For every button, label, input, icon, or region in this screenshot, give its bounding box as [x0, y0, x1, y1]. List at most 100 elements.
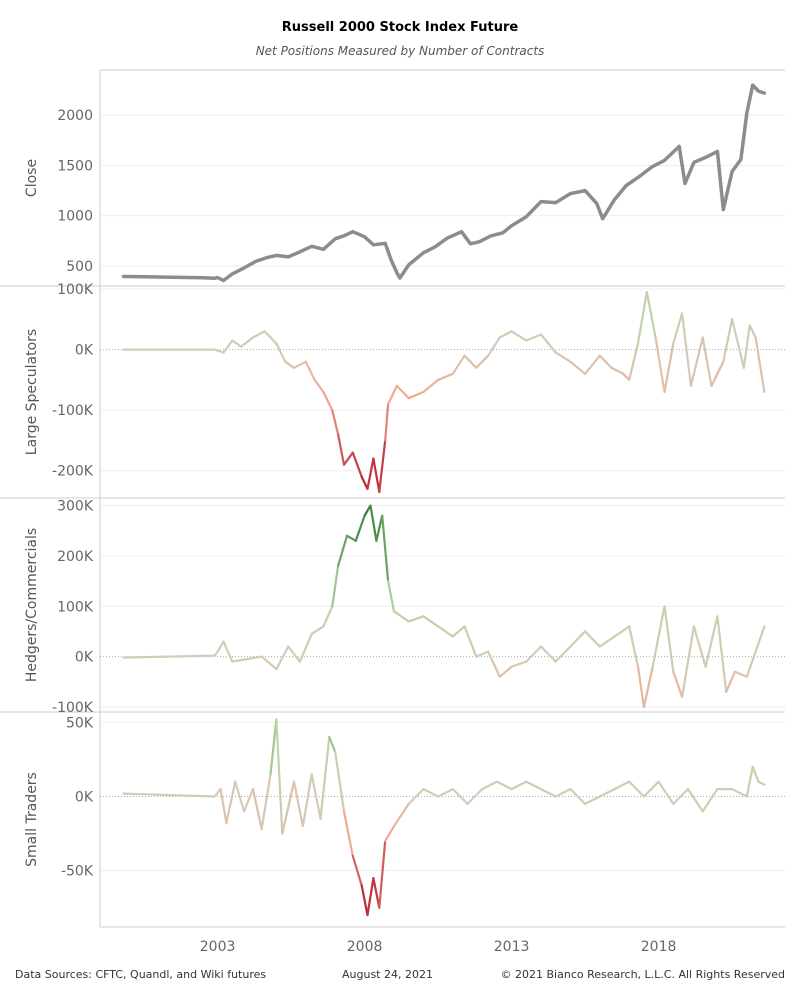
series-segment: [654, 336, 666, 394]
series-segment: [313, 378, 325, 394]
series-segment: [539, 333, 557, 354]
series-segment: [292, 780, 304, 828]
series-segment: [680, 625, 696, 699]
series-segment: [692, 625, 707, 668]
series-segment: [569, 630, 587, 648]
series-segment: [628, 342, 640, 381]
series-segment: [122, 792, 216, 798]
series-segment: [613, 780, 631, 791]
series-segment: [216, 640, 225, 653]
series-segment: [689, 336, 704, 387]
series-segment: [375, 514, 384, 542]
series-segment: [583, 795, 601, 806]
series-segment: [213, 348, 225, 354]
series-segment: [663, 342, 675, 394]
series-segment: [363, 504, 372, 517]
series-segment: [487, 650, 501, 678]
series-segment: [275, 645, 290, 671]
y-tick-label: 0K: [75, 343, 94, 359]
close-price-line: [121, 83, 767, 283]
series-segment: [310, 625, 325, 636]
series-segment: [487, 336, 501, 357]
series-segment: [360, 475, 369, 490]
series-segment: [298, 632, 313, 663]
series-segment: [622, 372, 631, 381]
y-tick-label: 50K: [66, 715, 94, 731]
series-segment: [378, 839, 387, 909]
series-segment: [392, 610, 410, 623]
series-segment: [466, 787, 484, 806]
series-segment: [754, 336, 766, 394]
series-segment: [757, 780, 766, 786]
series-segment: [122, 654, 216, 659]
series-segment: [263, 330, 278, 345]
series-segment: [269, 718, 278, 776]
y-tick-label: 1000: [57, 209, 93, 225]
series-segment: [437, 787, 454, 798]
series-segment: [598, 354, 613, 369]
series-segment: [569, 360, 587, 375]
series-segment: [498, 330, 513, 339]
series-segment: [554, 645, 572, 663]
series-segment: [422, 378, 440, 394]
x-tick-label: 2018: [641, 939, 677, 955]
series-segment: [331, 564, 340, 608]
series-segment: [292, 360, 307, 369]
series-segment: [387, 579, 396, 613]
series-segment: [475, 650, 490, 658]
series-segment: [672, 670, 684, 699]
footer-sources: Data Sources: CFTC, Quandl, and Wiki fut…: [15, 968, 267, 981]
series-segment: [231, 657, 249, 663]
series-segment: [525, 645, 543, 663]
series-segment: [222, 339, 234, 354]
chart-title: Russell 2000 Stock Index Future: [281, 20, 519, 35]
series-segment: [730, 787, 748, 798]
chart-subtitle: Net Positions Measured by Number of Cont…: [255, 44, 545, 58]
series-segment: [384, 825, 396, 843]
y-axis-label: Hedgers/Commercials: [24, 528, 40, 682]
x-tick-label: 2008: [347, 939, 383, 955]
y-tick-label: 100K: [57, 599, 94, 615]
series-segment: [219, 787, 228, 825]
y-tick-label: 2000: [57, 108, 93, 124]
series-segment: [745, 765, 754, 798]
series-segment: [598, 635, 616, 648]
series-segment: [407, 615, 425, 623]
series-segment: [754, 625, 766, 653]
series-segment: [366, 876, 375, 917]
series-segment: [716, 615, 728, 694]
series-segment: [710, 360, 725, 387]
series-segment: [213, 787, 222, 798]
series-segment: [392, 802, 410, 828]
series-segment: [337, 534, 349, 568]
series-segment: [437, 372, 454, 381]
series-segment: [275, 718, 284, 835]
series-segment: [337, 433, 346, 466]
series-segment: [730, 318, 745, 369]
series-segment: [381, 514, 390, 583]
footer-date: August 24, 2021: [342, 968, 433, 981]
series-segment: [645, 291, 657, 339]
series-segment: [245, 655, 263, 661]
series-segment: [322, 390, 334, 412]
series-segment: [583, 354, 601, 375]
series-segment: [304, 360, 316, 381]
series-segment: [331, 409, 340, 436]
series-segment: [225, 780, 237, 825]
y-tick-label: 100K: [57, 282, 94, 298]
series-segment: [260, 655, 278, 671]
series-segment: [636, 665, 646, 709]
series-segment: [463, 354, 478, 369]
series-segment: [525, 780, 543, 791]
series-segment: [351, 854, 363, 887]
y-tick-label: -200K: [52, 464, 94, 480]
y-axis-label: Small Traders: [24, 772, 40, 867]
series-segment: [407, 390, 425, 400]
series-segment: [686, 787, 704, 813]
series-segment: [342, 810, 354, 857]
y-tick-label: 500: [66, 259, 93, 275]
series-segment: [748, 324, 757, 339]
series-segment: [251, 787, 263, 831]
series-segment: [451, 787, 469, 806]
series-segment: [613, 625, 631, 638]
